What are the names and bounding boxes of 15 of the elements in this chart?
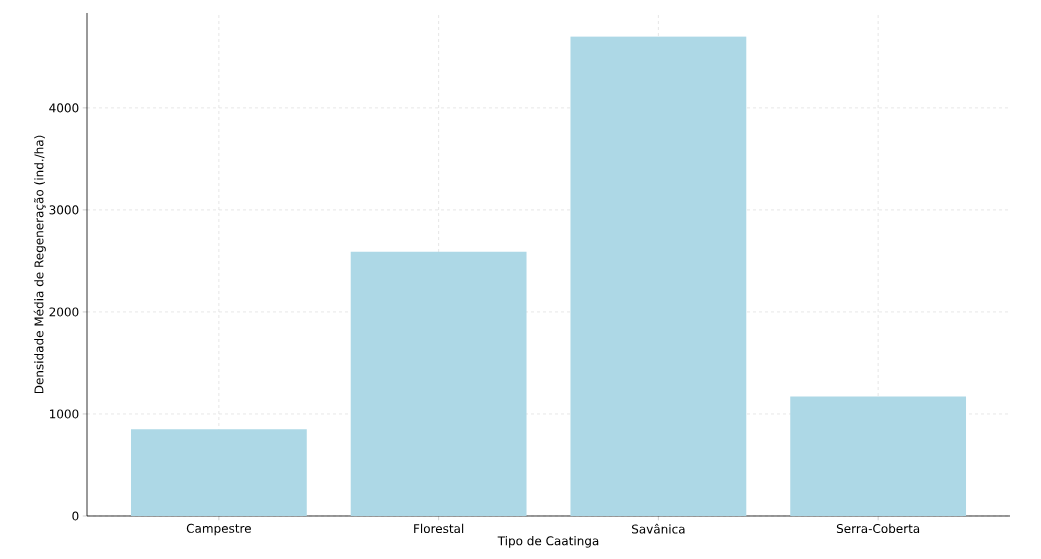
x-tick-label: Campestre (186, 523, 251, 536)
y-tick-label: 3000 (49, 205, 79, 215)
bar (350, 251, 527, 516)
x-tick-label: Serra-Coberta (836, 523, 920, 534)
x-axis-title: Tipo de Caatinga (497, 536, 599, 548)
y-tick-label: 0 (72, 511, 79, 521)
y-tick-label: 4000 (49, 103, 79, 113)
x-tick-label: Florestal (414, 523, 464, 534)
y-axis-title: Densidade Média de Regeneração (ind./ha) (33, 135, 46, 394)
y-tick-label: 2000 (49, 307, 79, 317)
bar (130, 429, 307, 516)
bar (790, 396, 967, 516)
y-tick-label: 1000 (49, 409, 79, 419)
bar (570, 36, 747, 516)
x-tick-label: Savânica (632, 523, 685, 534)
